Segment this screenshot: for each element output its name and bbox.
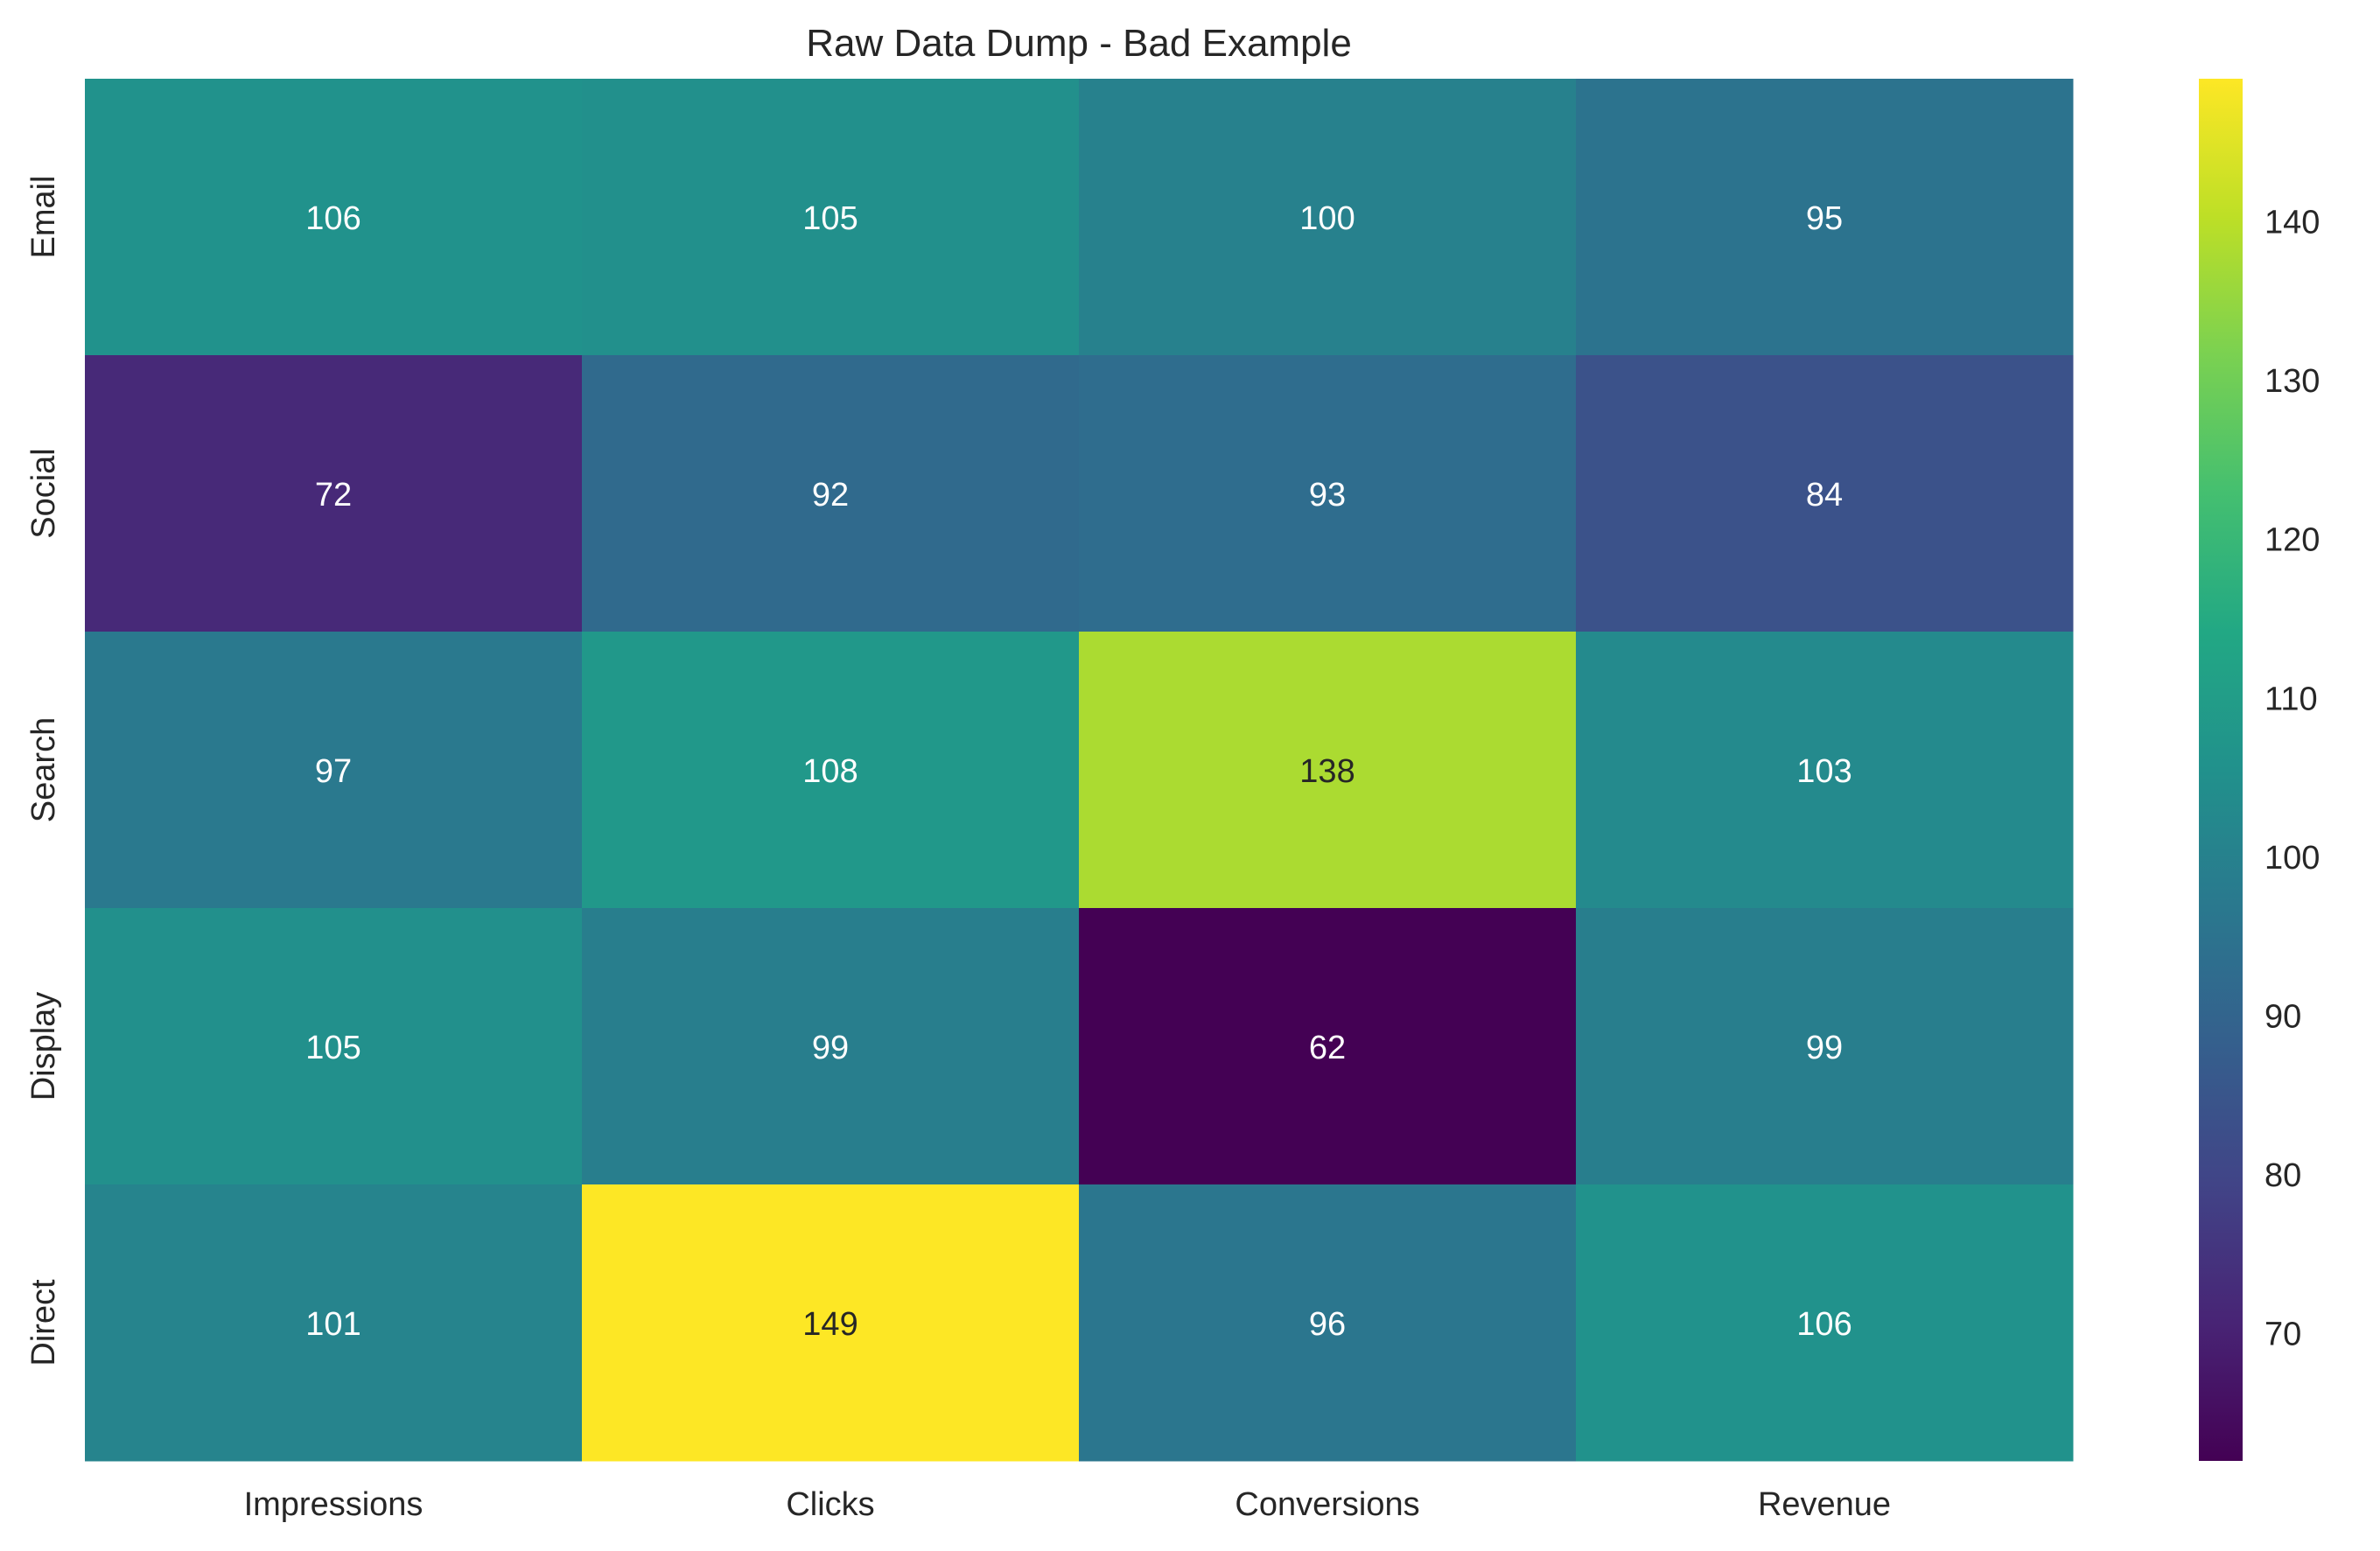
row-label-display: Display bbox=[25, 992, 62, 1101]
heatmap-cell-display-clicks bbox=[582, 908, 1080, 1185]
heatmap-cell-direct-conversions bbox=[1079, 1184, 1577, 1462]
cell-value-label: 92 bbox=[812, 477, 849, 514]
colorbar-tick-label: 140 bbox=[2264, 204, 2320, 241]
cell-value-label: 84 bbox=[1806, 477, 1843, 514]
colorbar-tick-label: 80 bbox=[2264, 1157, 2301, 1194]
heatmap-cell-email-impressions bbox=[85, 79, 583, 356]
column-label-conversions: Conversions bbox=[1235, 1486, 1419, 1523]
cell-value-label: 101 bbox=[305, 1306, 360, 1343]
colorbar-gradient-bar bbox=[2199, 79, 2243, 1461]
cell-value-label: 93 bbox=[1309, 477, 1346, 514]
colorbar-tick-label: 90 bbox=[2264, 998, 2301, 1035]
cell-value-label: 105 bbox=[305, 1030, 360, 1066]
cell-value-label: 62 bbox=[1309, 1030, 1346, 1066]
cell-value-label: 95 bbox=[1806, 200, 1843, 237]
cell-value-label: 72 bbox=[315, 477, 352, 514]
colorbar-tick-label: 70 bbox=[2264, 1317, 2301, 1353]
cell-value-label: 149 bbox=[802, 1306, 858, 1343]
heatmap-cell-labels: 106 105 100 95 72 92 93 84 97 108 138 103 105 99 62 99 1… bbox=[305, 200, 1852, 1343]
colorbar-tick-label: 130 bbox=[2264, 363, 2320, 400]
heatmap-cell-direct-impressions bbox=[85, 1184, 583, 1462]
row-label-direct: Direct bbox=[25, 1279, 62, 1366]
cell-value-label: 106 bbox=[1796, 1306, 1852, 1343]
row-labels: Email Social Search Display Direct bbox=[25, 175, 62, 1366]
colorbar-tick-label: 110 bbox=[2264, 681, 2318, 717]
cell-value-label: 105 bbox=[802, 200, 858, 237]
heatmap-cell-search-impressions bbox=[85, 632, 583, 909]
heatmap-cell-social-conversions bbox=[1079, 355, 1577, 632]
cell-value-label: 99 bbox=[1806, 1030, 1843, 1066]
heatmap-cell-search-revenue bbox=[1576, 632, 2074, 909]
column-label-revenue: Revenue bbox=[1758, 1486, 1891, 1523]
heatmap-cell-direct-clicks bbox=[582, 1184, 1080, 1462]
cell-value-label: 97 bbox=[315, 753, 352, 790]
heatmap-cell-display-conversions bbox=[1079, 908, 1577, 1185]
colorbar-tick-label: 120 bbox=[2264, 522, 2320, 559]
column-label-impressions: Impressions bbox=[244, 1486, 424, 1523]
chart-title: Raw Data Dump - Bad Example bbox=[806, 22, 1352, 65]
heatmap-cell-display-revenue bbox=[1576, 908, 2074, 1185]
colorbar: 70 80 90 100 110 120 130 140 bbox=[2199, 79, 2320, 1461]
column-labels: Impressions Clicks Conversions Revenue bbox=[244, 1486, 1891, 1523]
cell-value-label: 103 bbox=[1796, 753, 1852, 790]
cell-value-label: 108 bbox=[802, 753, 858, 790]
row-label-search: Search bbox=[25, 717, 62, 822]
heatmap-cell-email-conversions bbox=[1079, 79, 1577, 356]
row-label-social: Social bbox=[25, 448, 62, 539]
colorbar-tick-label: 100 bbox=[2264, 840, 2320, 877]
cell-value-label: 100 bbox=[1299, 200, 1354, 237]
heatmap-cell-email-clicks bbox=[582, 79, 1080, 356]
heatmap-cell-email-revenue bbox=[1576, 79, 2074, 356]
heatmap-cell-social-revenue bbox=[1576, 355, 2074, 632]
cell-value-label: 138 bbox=[1299, 753, 1354, 790]
heatmap-cell-search-clicks bbox=[582, 632, 1080, 909]
heatmap-cell-display-impressions bbox=[85, 908, 583, 1185]
heatmap-cell-direct-revenue bbox=[1576, 1184, 2074, 1462]
heatmap-cell-search-conversions bbox=[1079, 632, 1577, 909]
heatmap-cells bbox=[85, 79, 2074, 1462]
heatmap-cell-social-clicks bbox=[582, 355, 1080, 632]
cell-value-label: 106 bbox=[305, 200, 360, 237]
heatmap-cell-social-impressions bbox=[85, 355, 583, 632]
row-label-email: Email bbox=[25, 175, 62, 258]
column-label-clicks: Clicks bbox=[786, 1486, 874, 1523]
cell-value-label: 99 bbox=[812, 1030, 849, 1066]
cell-value-label: 96 bbox=[1309, 1306, 1346, 1343]
